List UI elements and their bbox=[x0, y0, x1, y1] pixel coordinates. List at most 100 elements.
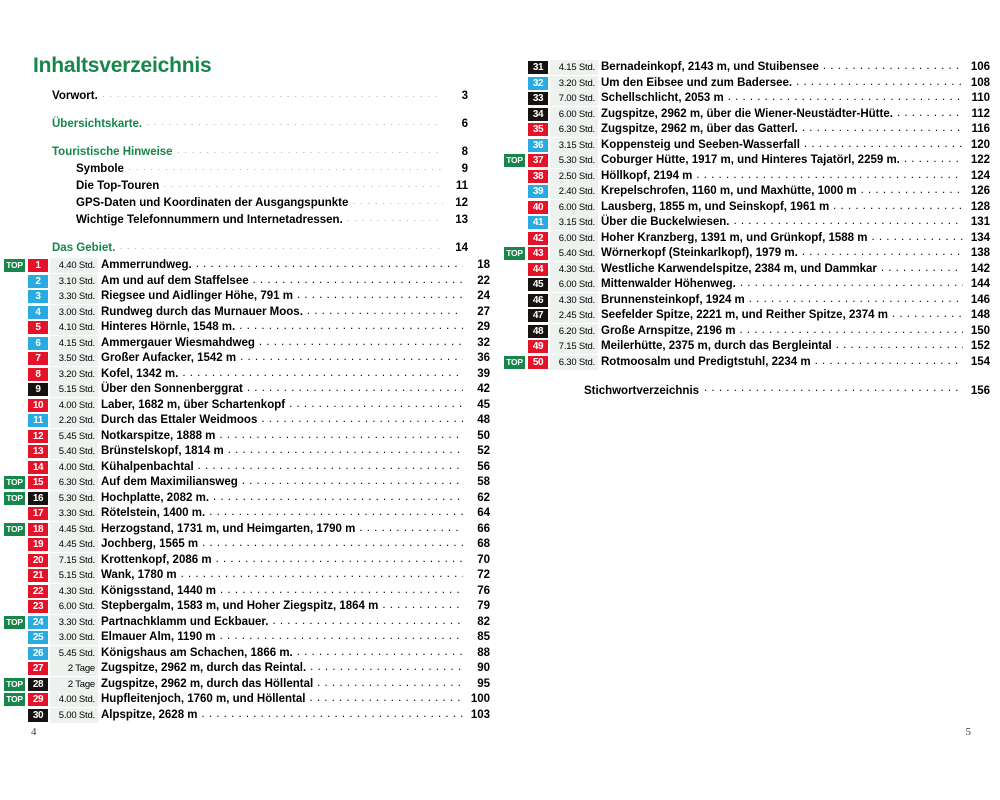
tour-row[interactable]: TOP392.40 Std.Krepelschrofen, 1160 m, un… bbox=[500, 183, 1000, 200]
front-matter-row[interactable]: Symbole 9 bbox=[52, 160, 468, 178]
leader-dots bbox=[359, 521, 463, 531]
tour-row[interactable]: TOP 50 6.30 Std. Rotmoosalm und Predigtstuh… bbox=[500, 354, 1000, 371]
tour-row[interactable]: TOP33.30 Std.Riegsee und Aidlinger Höhe,… bbox=[0, 288, 500, 305]
tour-row[interactable]: TOP413.15 Std.Über die Buckelwiesen.131 bbox=[500, 214, 1000, 231]
front-matter-row[interactable]: Vorwort. 3 bbox=[52, 87, 468, 105]
leader-dots bbox=[202, 707, 463, 717]
tour-duration: 3.20 Std. bbox=[550, 75, 598, 91]
leader-dots bbox=[196, 257, 463, 267]
tour-duration: 3.00 Std. bbox=[50, 630, 98, 645]
tour-row[interactable]: TOP73.50 Std.Großer Aufacker, 1542 m36 bbox=[0, 350, 500, 367]
leader-dots bbox=[220, 629, 463, 639]
tour-list-right: TOP 314.15 Std.Bernadeinkopf, 2143 m, und… bbox=[500, 59, 1000, 371]
tour-title: Krottenkopf, 2086 m bbox=[101, 553, 212, 566]
tour-row[interactable]: TOP406.00 Std.Lausberg, 1855 m, und Sein… bbox=[500, 199, 1000, 216]
front-matter-row[interactable]: Das Gebiet. 14 bbox=[52, 239, 468, 257]
tour-entry: Königsstand, 1440 m 76 bbox=[101, 583, 490, 599]
tour-row[interactable]: TOP54.10 Std.Hinteres Hörnle, 1548 m.29 bbox=[0, 319, 500, 336]
leader-dots bbox=[202, 536, 463, 546]
tour-title: Rotmoosalm und Predigtstuhl, 2234 m bbox=[601, 355, 811, 368]
tour-row[interactable]: TOP95.15 Std.Über den Sonnenberggrat42 bbox=[0, 381, 500, 398]
tour-row[interactable]: TOP472.45 Std.Seefelder Spitze, 2221 m, … bbox=[500, 307, 1000, 324]
tour-row[interactable]: TOP 24 3.30 Std. Partnachklamm und Eckbauer… bbox=[0, 614, 500, 631]
tour-row[interactable]: TOP207.15 Std.Krottenkopf, 2086 m70 bbox=[0, 552, 500, 569]
tour-number-badge: 16 bbox=[28, 491, 48, 505]
tour-duration: 2 Tage bbox=[50, 676, 98, 692]
tour-page: 64 bbox=[477, 507, 490, 519]
tour-row[interactable]: TOP104.00 Std.Laber, 1682 m, über Schart… bbox=[0, 397, 500, 414]
front-matter-label: Das Gebiet. bbox=[52, 242, 116, 254]
tour-row[interactable]: TOP64.15 Std.Ammergauer Wiesmahdweg32 bbox=[0, 335, 500, 352]
tour-entry: Am und auf dem Staffelsee 22 bbox=[101, 273, 490, 289]
leader-dots bbox=[307, 304, 463, 314]
tour-duration: 3.50 Std. bbox=[50, 351, 98, 366]
tour-row[interactable]: TOP464.30 Std.Brunnensteinkopf, 1924 m14… bbox=[500, 292, 1000, 309]
tour-row[interactable]: TOP444.30 Std.Westliche Karwendelspitze,… bbox=[500, 261, 1000, 278]
tour-entry: Seefelder Spitze, 2221 m, und Reither Sp… bbox=[601, 307, 990, 323]
tour-row[interactable]: TOP346.00 Std.Zugspitze, 2962 m, über di… bbox=[500, 106, 1000, 123]
tour-duration: 4.00 Std. bbox=[50, 459, 98, 475]
front-matter-row[interactable]: Übersichtskarte. 6 bbox=[52, 115, 468, 133]
top-tour-flag: TOP bbox=[4, 476, 25, 489]
tour-title: Partnachklamm und Eckbauer. bbox=[101, 615, 269, 628]
tour-row[interactable]: TOP265.45 Std.Königshaus am Schachen, 18… bbox=[0, 645, 500, 662]
tour-title: Zugspitze, 2962 m, über das Gatterl. bbox=[601, 123, 798, 135]
tour-row[interactable]: TOP356.30 Std.Zugspitze, 2962 m, über da… bbox=[500, 121, 1000, 138]
tour-row[interactable]: TOP144.00 Std.Kühalpenbachtal56 bbox=[0, 459, 500, 476]
tour-duration: 4.30 Std. bbox=[50, 583, 98, 599]
front-matter-row[interactable]: Die Top-Touren 11 bbox=[52, 177, 468, 195]
tour-row[interactable]: TOP215.15 Std.Wank, 1780 m72 bbox=[0, 567, 500, 584]
tour-row[interactable]: TOP112.20 Std.Durch das Ettaler Weidmoos… bbox=[0, 412, 500, 429]
tour-row[interactable]: TOP83.20 Std.Kofel, 1342 m.39 bbox=[0, 366, 500, 383]
tour-number-badge: 21 bbox=[28, 569, 48, 582]
index-entry[interactable]: Stichwortverzeichnis 156 bbox=[584, 382, 990, 397]
tour-title: Koppensteig und Seeben-Wasserfall bbox=[601, 138, 800, 151]
tour-row[interactable]: TOP337.00 Std.Schellschlicht, 2053 m110 bbox=[500, 90, 1000, 107]
tour-row[interactable]: TOP363.15 Std.Koppensteig und Seeben-Was… bbox=[500, 137, 1000, 154]
tour-duration: 5.15 Std. bbox=[50, 568, 98, 583]
tour-number-badge: 4 bbox=[28, 305, 48, 319]
tour-row[interactable]: TOP224.30 Std.Königsstand, 1440 m76 bbox=[0, 583, 500, 600]
tour-row[interactable]: TOP135.40 Std.Brünstelskopf, 1814 m52 bbox=[0, 443, 500, 460]
tour-row[interactable]: TOP 29 4.00 Std. Hupfleitenjoch, 1760 m, un… bbox=[0, 691, 500, 708]
tour-row[interactable]: TOP456.00 Std.Mittenwalder Höhenweg.144 bbox=[500, 276, 1000, 293]
tour-row[interactable]: TOP323.20 Std.Um den Eibsee und zum Bade… bbox=[500, 75, 1000, 92]
tour-duration: 4.10 Std. bbox=[50, 320, 98, 335]
tour-number-badge: 30 bbox=[28, 708, 48, 722]
tour-title: Stepbergalm, 1583 m, und Hoher Ziegspitz… bbox=[101, 600, 379, 612]
tour-row[interactable]: TOP194.45 Std.Jochberg, 1565 m68 bbox=[0, 536, 500, 553]
tour-row[interactable]: TOP 18 4.45 Std. Herzogstand, 1731 m, und H… bbox=[0, 521, 500, 538]
tour-row[interactable]: TOP497.15 Std.Meilerhütte, 2375 m, durch… bbox=[500, 338, 1000, 355]
tour-row[interactable]: TOP236.00 Std.Stepbergalm, 1583 m, und H… bbox=[0, 598, 500, 615]
leader-dots bbox=[733, 214, 963, 224]
tour-row[interactable]: TOP 28 2 Tage Zugspitze, 2962 m, durch das … bbox=[0, 676, 500, 693]
tour-row[interactable]: TOP173.30 Std.Rötelstein, 1400 m.64 bbox=[0, 505, 500, 522]
tour-title: Alpspitze, 2628 m bbox=[101, 708, 198, 721]
tour-row[interactable]: TOP314.15 Std.Bernadeinkopf, 2143 m, und… bbox=[500, 59, 1000, 76]
tour-duration: 3.00 Std. bbox=[50, 304, 98, 320]
tour-row[interactable]: TOP486.20 Std.Große Arnspitze, 2196 m150 bbox=[500, 323, 1000, 340]
tour-row[interactable]: TOP253.00 Std.Elmauer Alm, 1190 m85 bbox=[0, 629, 500, 646]
tour-row[interactable]: TOP 37 5.30 Std. Coburger Hütte, 1917 m, un… bbox=[500, 152, 1000, 169]
leader-dots bbox=[802, 245, 963, 255]
tour-entry: Meilerhütte, 2375 m, durch das Bergleint… bbox=[601, 338, 990, 354]
tour-row[interactable]: TOP382.50 Std.Höllkopf, 2194 m124 bbox=[500, 168, 1000, 185]
tour-title: Jochberg, 1565 m bbox=[101, 538, 199, 550]
tour-duration: 3.20 Std. bbox=[50, 366, 98, 382]
tour-row[interactable]: TOP305.00 Std.Alpspitze, 2628 m103 bbox=[0, 707, 500, 724]
tour-row[interactable]: TOP23.10 Std.Am und auf dem Staffelsee22 bbox=[0, 273, 500, 290]
front-matter-row[interactable]: GPS-Daten und Koordinaten der Ausgangspu… bbox=[52, 194, 468, 212]
tour-row[interactable]: TOP426.00 Std.Hoher Kranzberg, 1391 m, u… bbox=[500, 230, 1000, 247]
tour-title: Königsstand, 1440 m bbox=[101, 584, 217, 597]
tour-duration: 4.45 Std. bbox=[50, 521, 98, 537]
front-matter-row[interactable]: Touristische Hinweise 8 bbox=[52, 143, 468, 161]
tour-row[interactable]: TOP 43 5.40 Std. Wörnerkopf (Steinkarlkopf)… bbox=[500, 245, 1000, 262]
front-matter-row[interactable]: Wichtige Telefonnummern und Internetadre… bbox=[52, 211, 468, 229]
tour-row[interactable]: TOP125.45 Std.Notkarspitze, 1888 m50 bbox=[0, 428, 500, 445]
tour-title: Zugspitze, 2962 m, durch das Höllental bbox=[101, 677, 314, 690]
